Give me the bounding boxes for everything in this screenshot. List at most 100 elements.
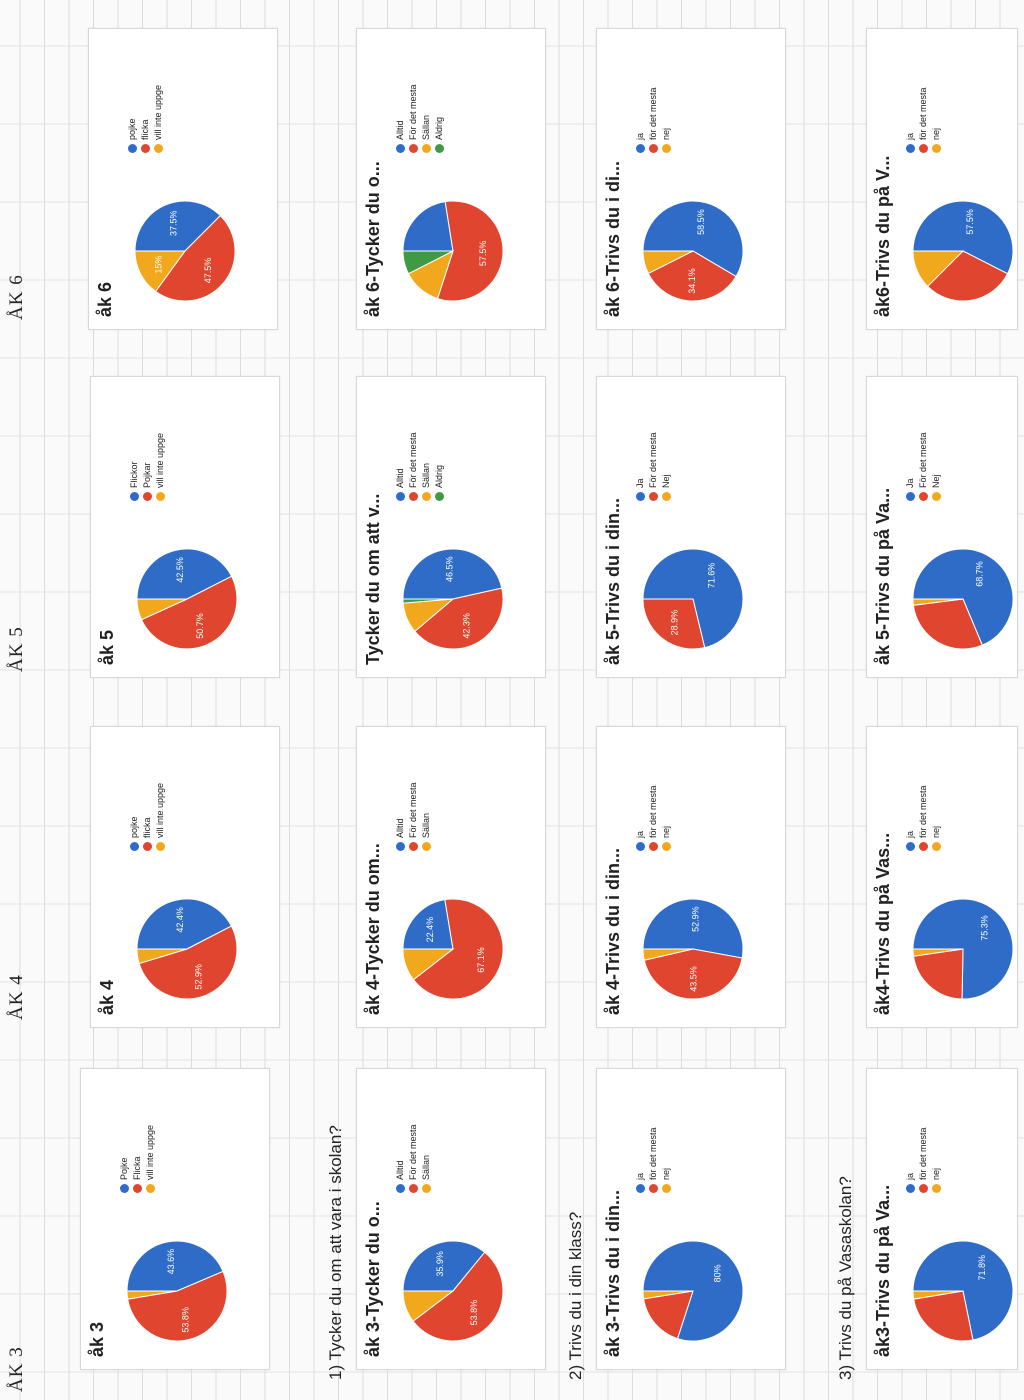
legend-swatch [141,144,150,153]
chart-legend: ja för det mesta nej [905,781,944,851]
legend-item: nej [931,781,941,851]
pie-slice [414,587,504,650]
legend-swatch [422,1184,431,1193]
legend-item: Aldrig [434,83,444,153]
legend-label: nej [931,825,941,838]
legend-item: pojke [127,83,137,153]
legend-label: För det mesta [408,782,418,838]
legend-item: för det mesta [648,83,658,153]
chart-title: åk 3-Tycker du o... [363,1201,383,1357]
slice-label: 37.5% [169,211,179,237]
legend-item: För det mesta [918,431,928,501]
chart-title: åk 5-Trivs du på Va... [873,487,893,665]
pie-slice [126,1290,178,1300]
legend-swatch [396,842,405,851]
pie-slice [136,898,233,950]
slice-label: 47.5% [203,258,213,284]
slice-label: 42.5% [175,557,185,583]
slice-label: 71.8% [977,1255,987,1281]
pie-slice [912,948,964,957]
legend-label: Sällan [421,812,431,838]
chart-title: åk 4 [97,979,117,1015]
legend-swatch [919,144,928,153]
legend-item: ja [635,83,645,153]
pie-slice [402,598,454,604]
legend-swatch [906,1184,915,1193]
legend-swatch [662,144,671,153]
legend-swatch [409,842,418,851]
pie-slice [436,200,504,302]
legend-item: Ja [635,431,645,501]
slice-label: 15% [153,256,163,274]
slice-label: 43.6% [166,1249,176,1275]
legend-label: för det mesta [918,1127,928,1180]
legend-item: För det mesta [408,431,418,501]
legend-label: Alltid [395,120,405,140]
legend-item: vill inte uppge [145,1123,155,1193]
grade-header-ak5: ÅK 5 [6,626,27,672]
legend-label: Nej [661,474,671,488]
legend-item: Sällan [421,431,431,501]
pie-slice [402,948,455,981]
legend-label: För det mesta [408,84,418,140]
legend-swatch [906,492,915,501]
pie-chart-card: åk 4-Trivs du i din... 52.9% 43.5% ja för de… [596,726,786,1028]
pie-slice [912,598,983,650]
pie-slice [912,948,964,1000]
legend-label: Alltid [395,818,405,838]
pie-slice [912,898,1014,1000]
slice-label: 75.3% [979,915,989,941]
legend-label: nej [931,127,941,140]
legend-swatch [919,1184,928,1193]
pie-slice [912,598,964,606]
legend-label: flicka [142,817,152,838]
legend-swatch [636,1184,645,1193]
legend-label: ja [635,132,645,140]
slice-label: 80% [712,1264,722,1282]
legend-label: För det mesta [408,1124,418,1180]
chart-title: åk 5-Trivs du i din... [603,497,623,665]
chart-legend: ja för det mesta nej [905,1123,944,1193]
legend-item: ja [905,1123,915,1193]
chart-title: åk4-Trivs du på Vas... [873,832,893,1015]
legend-swatch [649,144,658,153]
slice-label: 52.9% [193,964,203,990]
legend-item: nej [931,1123,941,1193]
pie-slice [412,1251,504,1342]
chart-legend: Ja För det mesta Nej [905,431,944,501]
slice-label: 42.3% [461,613,471,639]
pie-chart: 35.9% 53.8% [402,1240,504,1342]
legend-label: för det mesta [918,785,928,838]
legend-swatch [649,1184,658,1193]
pie-chart: 43.6% 53.8% [126,1240,228,1342]
pie-chart-card: åk4-Trivs du på Vas... 75.3% ja för det mes… [866,726,1018,1028]
chart-title: åk 4-Trivs du i din... [603,847,623,1015]
legend-item: ja [635,781,645,851]
pie-slice [643,1290,694,1340]
pie-chart-card: åk 3-Trivs du i din... 80% ja för det mesta… [596,1068,786,1370]
legend-swatch [143,492,152,501]
legend-label: pojke [129,816,139,838]
pie-slice [402,1240,486,1292]
legend-item: För det mesta [408,1123,418,1193]
slice-label: 67.1% [476,947,486,973]
legend-swatch [154,144,163,153]
pie-slice [136,548,233,600]
legend-item: Flickor [129,431,139,501]
pie-slice [643,948,743,1000]
pie-chart-card: åk 6-Tycker du o... 57.5% Alltid För det me… [356,28,546,330]
legend-item: Sällan [421,1123,431,1193]
pie-chart-card: åk3-Trivs du på Va... 71.8% ja för det mest… [866,1068,1018,1370]
pie-chart: 80% [642,1240,744,1342]
chart-title: åk3-Trivs du på Va... [873,1184,893,1357]
legend-item: Sällan [421,781,431,851]
grade-header-ak6: ÅK 6 [6,274,27,320]
chart-title: åk 6-Tycker du o... [363,161,383,317]
legend-swatch [143,842,152,851]
slice-label: 34.1% [687,268,697,294]
legend-item: nej [931,83,941,153]
pie-chart: 57.5% [402,200,504,302]
pie-slice [912,200,1014,275]
legend-label: vill inte uppge [155,782,165,838]
legend-swatch [636,144,645,153]
